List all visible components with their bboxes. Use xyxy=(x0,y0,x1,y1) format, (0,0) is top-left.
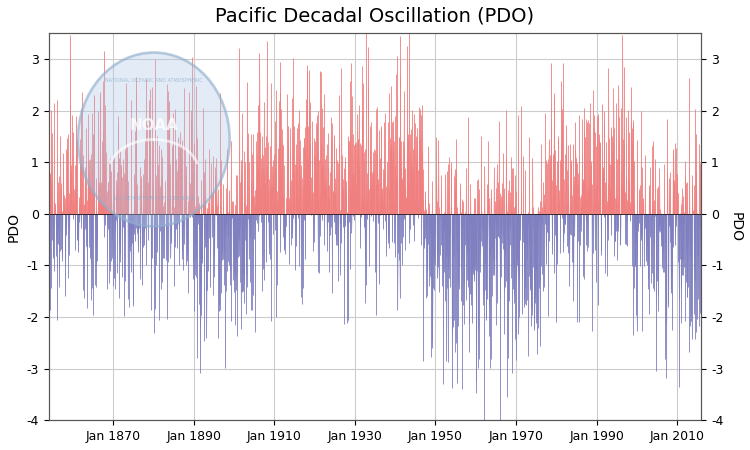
Text: NOAA: NOAA xyxy=(129,118,178,133)
Y-axis label: PDO: PDO xyxy=(729,212,743,242)
Y-axis label: PDO: PDO xyxy=(7,212,21,242)
Text: NATIONAL OCEANIC AND ATMOSPHERIC: NATIONAL OCEANIC AND ATMOSPHERIC xyxy=(105,78,202,83)
Text: U.S. DEPARTMENT OF COMMERCE: U.S. DEPARTMENT OF COMMERCE xyxy=(112,196,195,201)
Title: Pacific Decadal Oscillation (PDO): Pacific Decadal Oscillation (PDO) xyxy=(215,7,535,26)
Circle shape xyxy=(78,53,230,226)
